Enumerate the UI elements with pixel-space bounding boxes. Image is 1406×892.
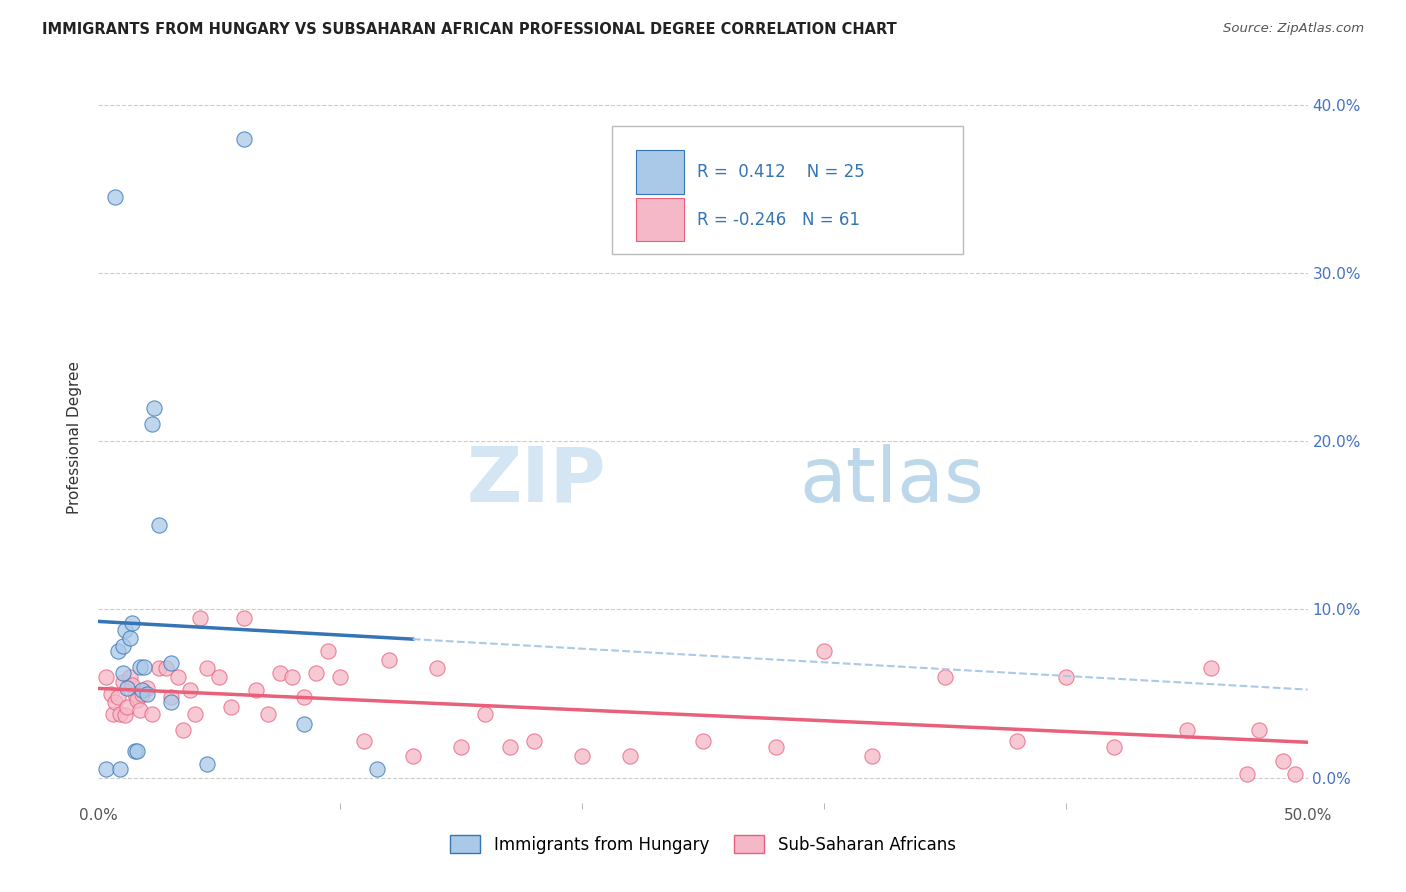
Point [121, 615, 143, 630]
Point [195, 661, 218, 675]
Point [108, 706, 131, 721]
Point [143, 401, 166, 415]
Point [148, 661, 170, 675]
Point [160, 690, 183, 704]
Point [141, 706, 163, 721]
Point [101, 706, 124, 721]
Point [107, 690, 129, 704]
Point [305, 666, 328, 681]
Point [860, 748, 883, 763]
Point [934, 670, 956, 684]
Point [114, 623, 136, 637]
Point [148, 518, 170, 533]
Point [141, 417, 163, 432]
Point [131, 683, 153, 698]
Point [128, 703, 150, 717]
Point [94, 670, 117, 684]
Point [692, 733, 714, 747]
Point [100, 686, 122, 700]
Point [117, 681, 139, 696]
Point [232, 131, 254, 145]
Point [160, 695, 183, 709]
Point [104, 190, 127, 204]
Point [292, 716, 315, 731]
Point [117, 700, 139, 714]
Point [765, 740, 787, 755]
Point [1249, 723, 1271, 738]
Point [1054, 670, 1077, 684]
Legend: Immigrants from Hungary, Sub-Saharan Africans: Immigrants from Hungary, Sub-Saharan Afr… [444, 829, 962, 860]
Point [1272, 754, 1295, 768]
Point [498, 740, 520, 755]
Point [523, 733, 546, 747]
Point [269, 666, 291, 681]
Point [1175, 723, 1198, 738]
Text: R = -0.246   N = 61: R = -0.246 N = 61 [697, 211, 860, 229]
Point [245, 683, 267, 698]
Point [426, 661, 449, 675]
Text: Source: ZipAtlas.com: Source: ZipAtlas.com [1223, 22, 1364, 36]
Point [813, 644, 835, 658]
Point [256, 706, 278, 721]
Point [131, 686, 153, 700]
Point [281, 670, 304, 684]
FancyBboxPatch shape [637, 151, 683, 194]
Point [118, 631, 141, 645]
Point [104, 695, 127, 709]
Y-axis label: Professional Degree: Professional Degree [67, 360, 83, 514]
Point [111, 640, 134, 654]
Text: atlas: atlas [800, 444, 984, 518]
Point [179, 683, 201, 698]
Point [134, 659, 156, 673]
Point [195, 757, 218, 772]
Point [619, 748, 641, 763]
Text: ZIP: ZIP [467, 444, 606, 518]
Point [316, 644, 339, 658]
Point [121, 678, 143, 692]
Point [167, 670, 190, 684]
Point [329, 670, 352, 684]
Point [127, 744, 149, 758]
Point [366, 762, 388, 776]
Point [114, 708, 136, 723]
Point [94, 762, 117, 776]
Point [184, 706, 207, 721]
FancyBboxPatch shape [613, 126, 963, 254]
FancyBboxPatch shape [637, 198, 683, 241]
Point [108, 762, 131, 776]
Point [155, 661, 177, 675]
Point [172, 723, 194, 738]
Point [1007, 733, 1029, 747]
Point [377, 653, 399, 667]
Point [1199, 661, 1222, 675]
Point [160, 657, 183, 671]
Point [571, 748, 593, 763]
Point [135, 681, 157, 696]
Point [292, 690, 315, 704]
Point [232, 611, 254, 625]
Point [107, 644, 129, 658]
Point [1102, 740, 1125, 755]
Point [1284, 767, 1306, 781]
Point [208, 670, 231, 684]
Text: IMMIGRANTS FROM HUNGARY VS SUBSAHARAN AFRICAN PROFESSIONAL DEGREE CORRELATION CH: IMMIGRANTS FROM HUNGARY VS SUBSAHARAN AF… [42, 22, 897, 37]
Point [111, 674, 134, 689]
Point [188, 611, 211, 625]
Point [135, 686, 157, 700]
Point [474, 706, 496, 721]
Point [1236, 767, 1258, 781]
Point [127, 693, 149, 707]
Point [118, 670, 141, 684]
Point [128, 659, 150, 673]
Text: R =  0.412    N = 25: R = 0.412 N = 25 [697, 163, 865, 181]
Point [221, 700, 243, 714]
Point [124, 744, 146, 758]
Point [111, 666, 134, 681]
Point [353, 733, 375, 747]
Point [450, 740, 472, 755]
Point [402, 748, 425, 763]
Point [124, 686, 146, 700]
